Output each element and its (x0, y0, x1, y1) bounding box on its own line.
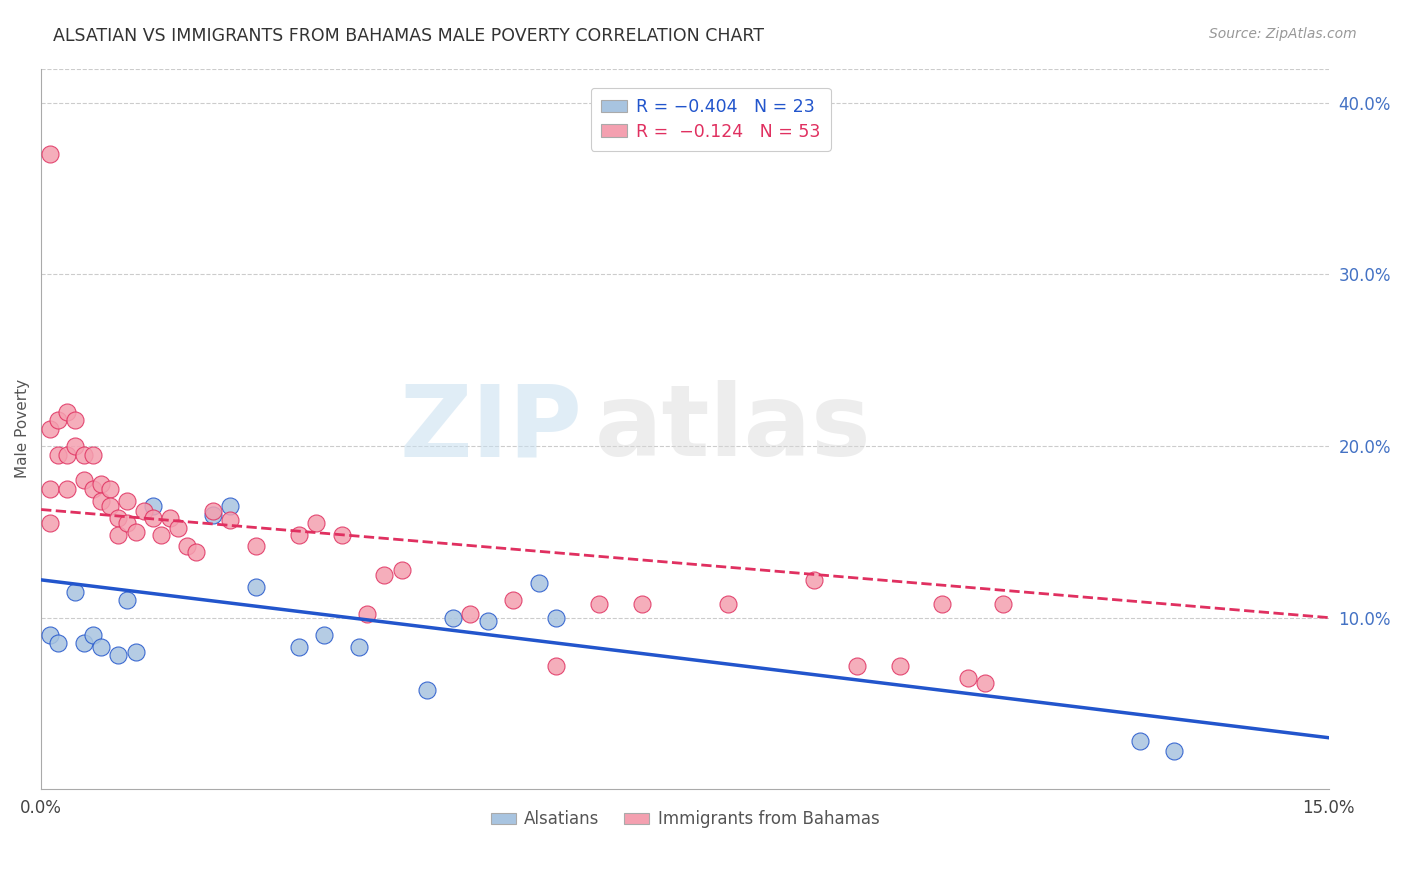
Point (356, 607, 378, 622)
Point (347, 640, 370, 654)
Point (56, 405, 79, 419)
Point (631, 597, 654, 611)
Point (56, 448, 79, 462)
Point (142, 499, 165, 513)
Point (176, 539, 198, 553)
Point (73, 474, 96, 488)
Point (124, 524, 146, 539)
Point (82, 482, 104, 496)
Point (416, 682, 439, 697)
Point (201, 504, 224, 518)
Point (245, 539, 267, 553)
Point (314, 628, 336, 642)
Point (98, 499, 121, 513)
Point (477, 614, 499, 628)
Point (931, 597, 953, 611)
Point (391, 563, 413, 577)
Point (150, 528, 173, 542)
Point (373, 567, 395, 582)
Point (107, 648, 129, 663)
Point (134, 504, 156, 518)
Point (65, 413, 87, 427)
Point (527, 576, 550, 591)
Point (46, 448, 69, 462)
Point (441, 610, 464, 624)
Text: atlas: atlas (595, 380, 872, 477)
Point (845, 658, 868, 673)
Point (717, 597, 740, 611)
Point (73, 448, 96, 462)
Point (287, 528, 309, 542)
Point (46, 636, 69, 650)
Point (107, 511, 129, 525)
Point (159, 511, 181, 525)
Point (115, 516, 138, 531)
Text: Source: ZipAtlas.com: Source: ZipAtlas.com (1209, 27, 1357, 41)
Point (991, 597, 1014, 611)
Point (65, 439, 87, 453)
Text: ZIP: ZIP (399, 380, 582, 477)
Point (98, 482, 121, 496)
Point (184, 545, 207, 559)
Point (38, 628, 60, 642)
Point (957, 671, 980, 685)
Point (38, 516, 60, 531)
Point (56, 482, 79, 496)
Point (90, 476, 112, 491)
Point (167, 521, 190, 535)
Point (305, 516, 328, 531)
Point (82, 628, 104, 642)
Point (142, 511, 165, 525)
Point (124, 645, 146, 659)
Y-axis label: Male Poverty: Male Poverty (15, 379, 30, 478)
Point (90, 494, 112, 508)
Point (115, 593, 138, 607)
Point (460, 607, 482, 622)
Legend: Alsatians, Immigrants from Bahamas: Alsatians, Immigrants from Bahamas (484, 804, 886, 835)
Point (502, 593, 524, 607)
Point (115, 494, 138, 508)
Point (38, 482, 60, 496)
Point (588, 597, 610, 611)
Point (803, 573, 825, 587)
Point (1129, 734, 1152, 748)
Point (219, 513, 242, 527)
Point (46, 413, 69, 427)
Text: ALSATIAN VS IMMIGRANTS FROM BAHAMAS MALE POVERTY CORRELATION CHART: ALSATIAN VS IMMIGRANTS FROM BAHAMAS MALE… (53, 27, 765, 45)
Point (38, 422, 60, 436)
Point (107, 528, 129, 542)
Point (245, 580, 267, 594)
Point (82, 448, 104, 462)
Point (1163, 744, 1185, 758)
Point (330, 528, 353, 542)
Point (974, 676, 997, 690)
Point (65, 585, 87, 599)
Point (889, 658, 911, 673)
Point (73, 636, 96, 650)
Point (90, 640, 112, 654)
Point (219, 499, 242, 513)
Point (546, 658, 568, 673)
Point (546, 610, 568, 624)
Point (38, 147, 60, 161)
Point (287, 640, 309, 654)
Point (201, 508, 224, 522)
